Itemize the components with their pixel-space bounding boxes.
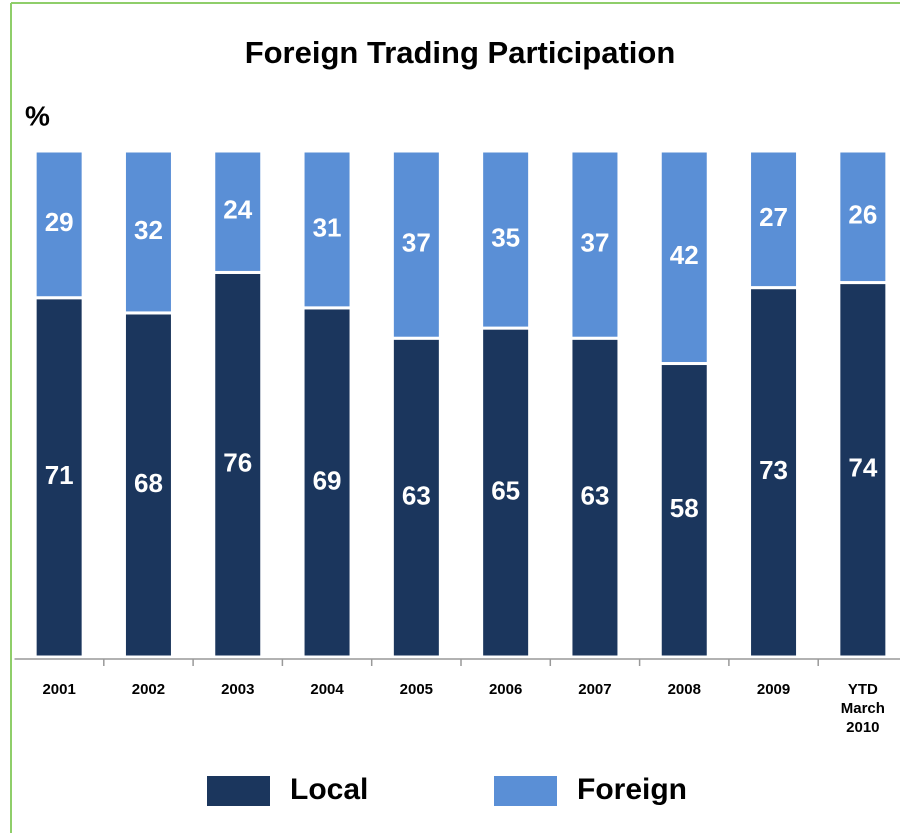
x-tick-label-line: March [841, 700, 885, 717]
x-tick-label-line: YTD [848, 681, 878, 698]
value-label: 24 [223, 195, 252, 225]
value-label: 31 [313, 212, 342, 242]
value-label: 74 [848, 453, 877, 483]
value-label: 73 [759, 455, 788, 485]
value-label: 71 [45, 460, 74, 490]
value-label: 69 [313, 465, 342, 495]
x-tick-label: 2002 [132, 681, 165, 698]
value-label: 32 [134, 215, 163, 245]
value-label: 42 [670, 240, 699, 270]
bar-segment [480, 149, 532, 330]
x-tick-label: 2005 [400, 681, 433, 698]
x-tick-label: 2008 [668, 681, 701, 698]
legend-label: Local [290, 773, 368, 806]
bar-segment [122, 149, 174, 315]
value-label: 68 [134, 468, 163, 498]
x-tick-label: 2009 [757, 681, 790, 698]
value-label: 37 [580, 227, 609, 257]
y-axis-label: % [25, 100, 50, 131]
bar-segment [390, 336, 442, 659]
value-label: 29 [45, 207, 74, 237]
value-label: 27 [759, 202, 788, 232]
x-tick-label: 2003 [221, 681, 254, 698]
value-label: 37 [402, 227, 431, 257]
bar-segment [658, 149, 710, 366]
bar-segment [569, 149, 621, 340]
x-tick-label: 2007 [578, 681, 611, 698]
value-label: 26 [848, 200, 877, 230]
value-label: 58 [670, 493, 699, 523]
value-label: 63 [580, 480, 609, 510]
bar-segment [837, 149, 889, 285]
value-label: 76 [223, 448, 252, 478]
bar-segment [33, 149, 85, 300]
x-tick-label: 2006 [489, 681, 522, 698]
bar-segment [122, 311, 174, 659]
bar-segment [480, 326, 532, 659]
value-label: 35 [491, 222, 520, 252]
bar-segment [301, 306, 353, 659]
legend-label: Foreign [577, 773, 687, 806]
bar-segment [212, 149, 264, 274]
x-tick-label: 2004 [310, 681, 344, 698]
bar-segment [33, 296, 85, 659]
bar-segment [748, 286, 800, 659]
bar-segment [748, 149, 800, 290]
bar-segment [390, 149, 442, 340]
x-tick-label: 2001 [42, 681, 75, 698]
legend-swatch [207, 776, 270, 806]
x-tick-label: YTD March 2010 [841, 681, 885, 736]
bar-segment [569, 336, 621, 659]
bar-segment [301, 149, 353, 310]
value-label: 63 [402, 480, 431, 510]
legend-swatch [494, 776, 557, 806]
chart-title: Foreign Trading Participation [245, 35, 676, 70]
x-tick-label-line: 2010 [846, 719, 879, 736]
value-label: 65 [491, 475, 520, 505]
